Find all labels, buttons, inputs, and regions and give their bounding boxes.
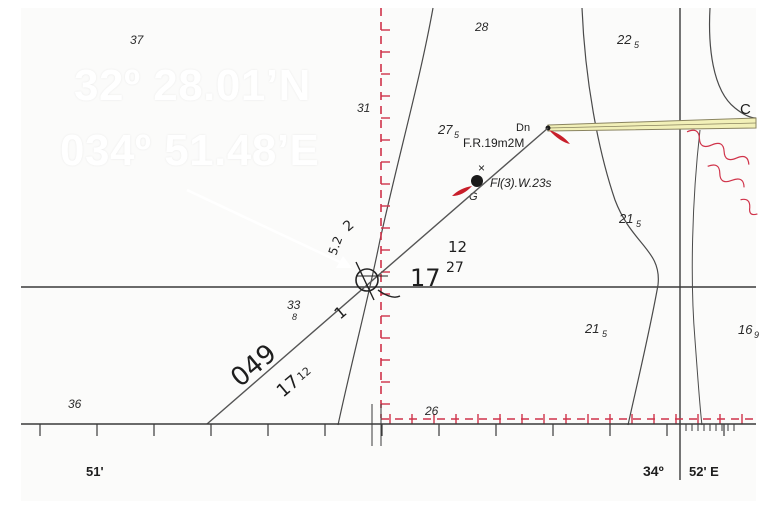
scale-degree: 34º — [643, 463, 664, 479]
sounding-27: 27 — [437, 122, 453, 137]
latitude-label: 32º 28.01’N — [74, 61, 311, 110]
sounding-28: 28 — [474, 20, 489, 34]
sounding-31: 31 — [357, 101, 370, 115]
hand-distance-side: 5.2 — [326, 234, 346, 257]
sounding-33: 33 — [287, 298, 301, 312]
breakwater-centerline — [547, 122, 757, 129]
hand-time-top: 12 — [448, 238, 467, 256]
hand-time-sub: 27 — [446, 260, 464, 276]
partial-label: C — [740, 101, 751, 118]
buoy-color-label: G — [469, 191, 478, 203]
sounding-21-upper-fraction: 5 — [636, 219, 642, 229]
sounding-22-fraction: 5 — [634, 40, 640, 50]
sounding-21-lower-fraction: 5 — [602, 329, 608, 339]
sounding-16: 16 — [738, 322, 753, 337]
sounding-22: 22 — [616, 32, 632, 47]
sounding-21-upper: 21 — [618, 211, 633, 226]
buoy-icon — [471, 175, 483, 187]
depth-contour-c — [708, 7, 757, 119]
depth-contour-b — [581, 7, 659, 426]
breakwater-light-flare — [549, 130, 570, 144]
submarine-cable-2 — [707, 164, 745, 188]
buoy-topmark-icon: × — [478, 161, 485, 175]
buoy-light-flare — [452, 186, 472, 196]
scale-minute-left: 51' — [86, 464, 104, 479]
depth-contour-d — [691, 129, 703, 426]
fix-pencil-mark — [355, 261, 375, 301]
sounding-36: 36 — [68, 397, 82, 411]
depth-contour-a — [337, 7, 434, 426]
fix-pencil-tick — [377, 289, 401, 298]
magenta-boundary-ticks — [381, 29, 756, 424]
sounding-21-lower: 21 — [584, 321, 599, 336]
sounding-26: 26 — [424, 404, 439, 418]
submarine-cable-3 — [740, 198, 758, 216]
longitude-label: 034º 51.48’E — [60, 126, 320, 175]
position-fix-circle — [355, 268, 379, 292]
submarine-cable — [686, 129, 750, 165]
sounding-16-fraction: 9 — [754, 330, 759, 340]
breakwater-light-characteristic: F.R.19m2M — [463, 136, 524, 150]
buoy-light-characteristic: Fl(3).W.23s — [490, 176, 552, 190]
scale-bar-ticks — [39, 424, 735, 436]
sounding-27-fraction: 5 — [454, 130, 460, 140]
sounding-33-fraction: 8 — [292, 312, 297, 322]
breakwater-label: Dn — [516, 122, 530, 134]
hand-time-main: 17 — [410, 264, 441, 292]
pointer-arrow — [186, 188, 343, 265]
scale-minute-right: 52' E — [689, 464, 719, 479]
sounding-37: 37 — [130, 33, 145, 47]
pointer-arrowhead-icon — [336, 256, 352, 268]
